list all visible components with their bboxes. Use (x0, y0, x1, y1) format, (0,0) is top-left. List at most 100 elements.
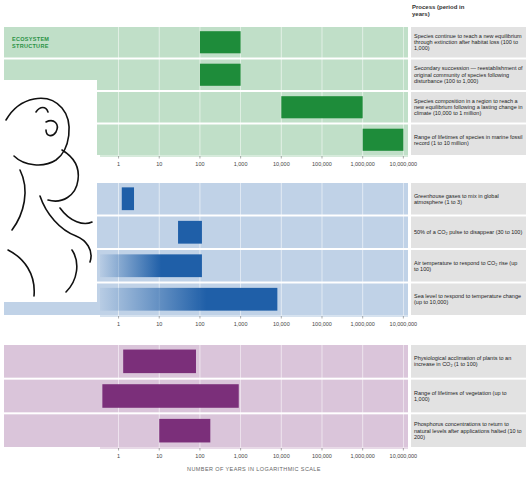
tick-label: 1,000 (234, 321, 248, 327)
process-label: Secondary succession — reestablishment o… (414, 65, 523, 84)
grid-line (240, 344, 241, 448)
cartoon-stroke (6, 98, 69, 165)
text-line: Range of lifetimes of vegetation (up to (414, 390, 507, 396)
text-line: climate (10,000 to 1 million) (414, 110, 481, 116)
text-line: original community of species following (414, 72, 509, 78)
tick-label: 1 (117, 453, 120, 459)
text-line: through extinction after habitat loss (1… (414, 39, 518, 45)
tick-mark (321, 156, 322, 159)
tick-label: 1,000,000 (350, 453, 374, 459)
grid-line (281, 344, 282, 448)
grid-line (281, 26, 282, 156)
text-line: natural levels after applications halted… (414, 428, 522, 434)
tick-mark (199, 156, 200, 159)
process-label: Physiological acclimation of plants to a… (414, 355, 511, 367)
row-background (4, 414, 408, 447)
period-bar (200, 31, 241, 53)
tick-mark (362, 156, 363, 159)
tick-mark (403, 448, 404, 451)
tick-label: 1,000,000 (350, 161, 374, 167)
tick-mark (362, 316, 363, 319)
text-line: increase in CO₂ (1 to 100) (414, 361, 478, 367)
period-bar (100, 254, 202, 277)
grid-line (362, 182, 363, 316)
tick-mark (118, 316, 119, 319)
label-box (411, 380, 526, 413)
tick-label: 10 (156, 161, 162, 167)
grid-line (321, 182, 322, 316)
tick-mark (199, 448, 200, 451)
tick-label: 10,000 (273, 161, 290, 167)
label-box (411, 345, 526, 378)
tick-label: 10,000 (273, 321, 290, 327)
tick-label: 10,000,000 (390, 321, 418, 327)
cartoon-stroke (48, 150, 78, 201)
tick-mark (118, 156, 119, 159)
cartoon-stroke (40, 196, 91, 262)
text-line: Process (period in (412, 4, 465, 10)
label-box (411, 284, 526, 316)
process-label: Phosphorus concentrations to return tona… (414, 421, 522, 440)
text-line: new equilibrium following a lasting chan… (414, 104, 523, 110)
tick-label: 10,000,000 (390, 453, 418, 459)
period-bar (123, 350, 196, 374)
grid-line (159, 26, 160, 156)
process-label: Range of lifetimes of vegetation (up to1… (414, 390, 507, 402)
period-bar (200, 64, 241, 86)
text-line: Species continue to reach a new equilibr… (414, 33, 522, 39)
grid-line (321, 344, 322, 448)
tick-label: 1,000,000 (350, 321, 374, 327)
tick-label: 1 (117, 161, 120, 167)
chart-canvas: Species continue to reach a new equilibr… (0, 0, 528, 483)
period-bar (100, 288, 277, 311)
text-line: Range of lifetimes of species in marine … (414, 134, 523, 140)
cartoon-stroke (46, 121, 57, 136)
text-line: (up to 10,000) (414, 299, 448, 305)
period-bar (122, 187, 134, 210)
process-label: Air temperature to respond to CO₂ rise (… (414, 260, 517, 272)
process-label: 50% of a CO₂ pulse to disappear (30 to 1… (414, 229, 522, 235)
bar-group (100, 187, 277, 310)
tick-label: 100,000 (312, 321, 332, 327)
period-bar (102, 384, 238, 408)
panel-label: ECOSYSTEMSTRUCTURE (12, 36, 49, 49)
label-box (411, 27, 526, 58)
grid-line (118, 26, 119, 156)
tick-mark (240, 156, 241, 159)
label-box (411, 250, 526, 282)
axis-line (100, 448, 408, 449)
label-box (411, 183, 526, 215)
text-line: 1,000) (414, 396, 430, 402)
cartoon-stroke (12, 170, 25, 230)
process-label: Range of lifetimes of species in marine … (414, 134, 523, 146)
text-line: 50% of a CO₂ pulse to disappear (30 to 1… (414, 229, 522, 235)
tick-mark (240, 316, 241, 319)
text-line: 200) (414, 434, 425, 440)
cartoon-ground (0, 80, 97, 302)
tick-label: 100,000 (312, 161, 332, 167)
text-line: to 100) (414, 266, 431, 272)
tick-label: 100 (195, 453, 204, 459)
cartoon (0, 80, 97, 302)
cartoon-stroke (36, 108, 48, 113)
tick-mark (403, 316, 404, 319)
tick-mark (240, 448, 241, 451)
tick-mark (159, 156, 160, 159)
text-line: years) (412, 11, 430, 17)
tick-mark (403, 156, 404, 159)
grid-line (321, 26, 322, 156)
text-line: Air temperature to respond to CO₂ rise (… (414, 260, 517, 266)
tick-label: 1,000 (234, 453, 248, 459)
cartoon-stroke (66, 250, 77, 292)
tick-mark (362, 448, 363, 451)
axis-line (100, 316, 408, 317)
label-box (411, 414, 526, 447)
tick-mark (281, 156, 282, 159)
process-label: Species continue to reach a new equilibr… (414, 33, 522, 52)
text-line: 1,000) (414, 45, 430, 51)
bar-group (102, 350, 238, 443)
label-box (411, 60, 526, 91)
period-bar (178, 221, 202, 244)
period-bar (159, 419, 210, 443)
tick-label: 1 (117, 321, 120, 327)
